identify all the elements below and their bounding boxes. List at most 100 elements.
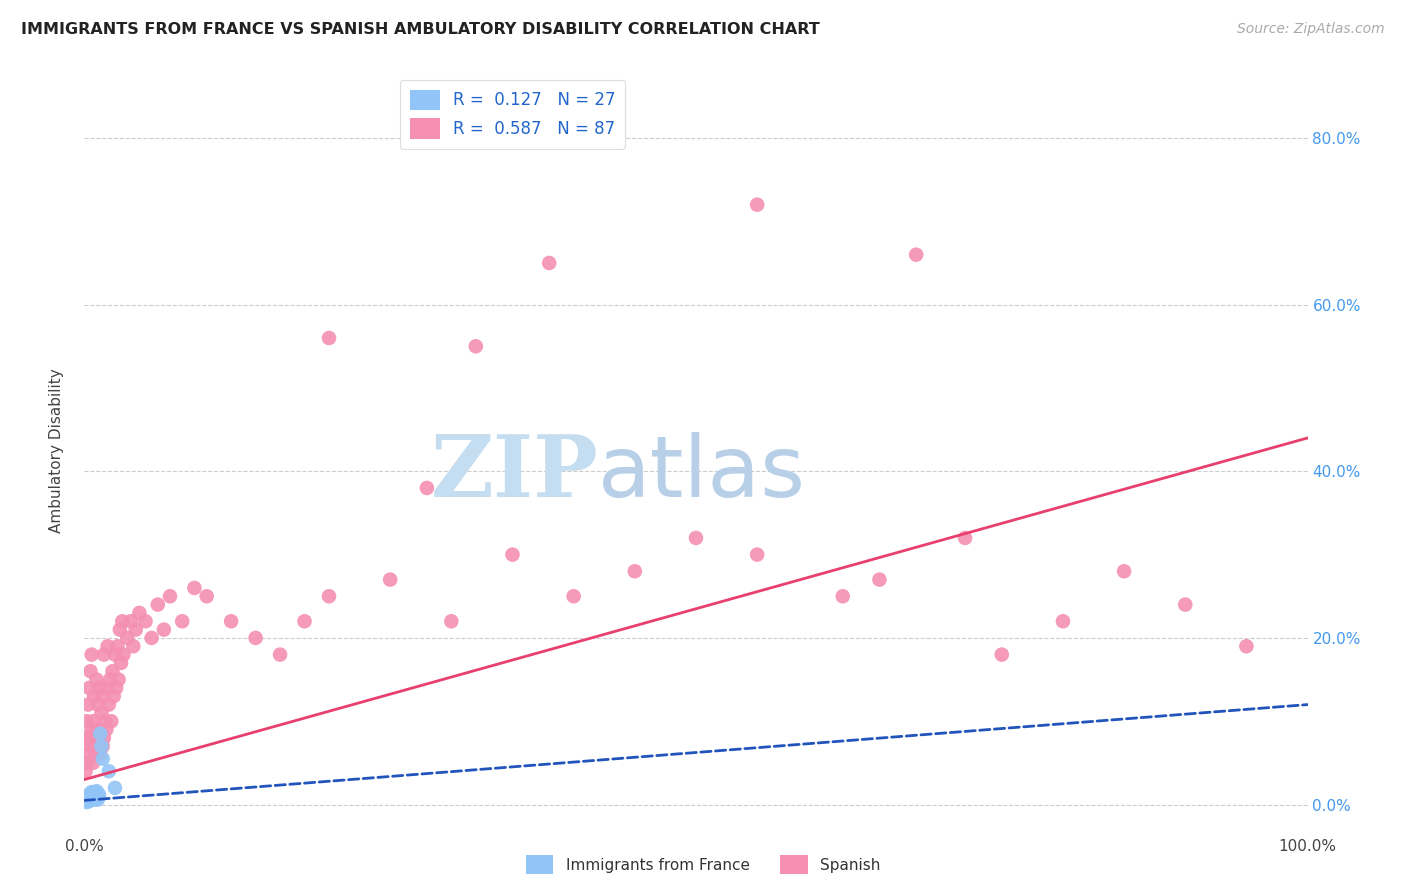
Point	[219, 614, 242, 628]
Point	[1052, 614, 1074, 628]
Point	[90, 739, 112, 754]
Point	[93, 731, 115, 745]
Point	[86, 784, 108, 798]
Point	[440, 614, 463, 628]
Point	[79, 731, 101, 745]
Point	[172, 614, 194, 628]
Point	[125, 623, 148, 637]
Point	[120, 614, 142, 628]
Point	[195, 589, 218, 603]
Point	[82, 791, 104, 805]
Point	[83, 739, 105, 754]
Point	[80, 648, 103, 662]
Point	[76, 791, 98, 805]
Point	[77, 698, 100, 712]
Point	[105, 640, 128, 654]
Point	[105, 681, 128, 695]
Point	[79, 793, 101, 807]
Point	[128, 606, 150, 620]
Point	[98, 673, 121, 687]
Y-axis label: Ambulatory Disability: Ambulatory Disability	[49, 368, 63, 533]
Point	[96, 723, 118, 737]
Point	[502, 548, 524, 562]
Point	[146, 598, 169, 612]
Point	[91, 752, 114, 766]
Point	[112, 648, 135, 662]
Point	[869, 573, 891, 587]
Text: ZIP: ZIP	[430, 431, 598, 516]
Point	[107, 673, 129, 687]
Point	[83, 690, 105, 704]
Point	[75, 793, 97, 807]
Legend: Immigrants from France, Spanish: Immigrants from France, Spanish	[520, 849, 886, 880]
Point	[135, 614, 157, 628]
Point	[83, 792, 105, 806]
Legend: R =  0.127   N = 27, R =  0.587   N = 87: R = 0.127 N = 27, R = 0.587 N = 87	[399, 79, 626, 149]
Point	[87, 698, 110, 712]
Text: IMMIGRANTS FROM FRANCE VS SPANISH AMBULATORY DISABILITY CORRELATION CHART: IMMIGRANTS FROM FRANCE VS SPANISH AMBULA…	[21, 22, 820, 37]
Point	[991, 648, 1014, 662]
Point	[77, 681, 100, 695]
Point	[84, 786, 107, 800]
Point	[77, 794, 100, 808]
Point	[77, 792, 100, 806]
Point	[89, 727, 111, 741]
Point	[624, 564, 647, 578]
Point	[80, 791, 103, 805]
Point	[87, 789, 110, 804]
Point	[183, 581, 205, 595]
Point	[380, 573, 402, 587]
Point	[91, 690, 114, 704]
Point	[82, 756, 104, 770]
Point	[103, 690, 125, 704]
Point	[97, 698, 120, 712]
Point	[77, 739, 100, 754]
Point	[83, 789, 105, 803]
Point	[84, 747, 107, 762]
Point	[77, 788, 100, 802]
Point	[91, 739, 114, 754]
Point	[96, 681, 118, 695]
Point	[953, 531, 976, 545]
Point	[86, 791, 108, 805]
Point	[111, 614, 134, 628]
Point	[77, 747, 100, 762]
Point	[905, 247, 928, 261]
Point	[86, 673, 108, 687]
Point	[562, 589, 585, 603]
Point	[90, 706, 112, 720]
Point	[77, 790, 100, 805]
Point	[97, 764, 120, 779]
Point	[84, 731, 107, 745]
Point	[464, 339, 486, 353]
Point	[89, 723, 111, 737]
Point	[89, 747, 111, 762]
Point	[1174, 598, 1197, 612]
Point	[747, 197, 769, 211]
Point	[141, 631, 163, 645]
Point	[94, 714, 117, 729]
Text: Source: ZipAtlas.com: Source: ZipAtlas.com	[1237, 22, 1385, 37]
Point	[87, 792, 110, 806]
Point	[87, 731, 110, 745]
Point	[104, 648, 127, 662]
Point	[76, 756, 98, 770]
Point	[110, 656, 132, 670]
Point	[80, 723, 103, 737]
Point	[87, 788, 110, 802]
Point	[100, 714, 122, 729]
Point	[84, 790, 107, 805]
Point	[82, 714, 104, 729]
Point	[747, 548, 769, 562]
Point	[115, 631, 138, 645]
Point	[153, 623, 176, 637]
Point	[93, 648, 115, 662]
Point	[79, 789, 101, 804]
Point	[122, 640, 145, 654]
Point	[1236, 640, 1258, 654]
Point	[87, 739, 110, 754]
Point	[159, 589, 181, 603]
Point	[75, 731, 97, 745]
Point	[269, 648, 291, 662]
Point	[86, 723, 108, 737]
